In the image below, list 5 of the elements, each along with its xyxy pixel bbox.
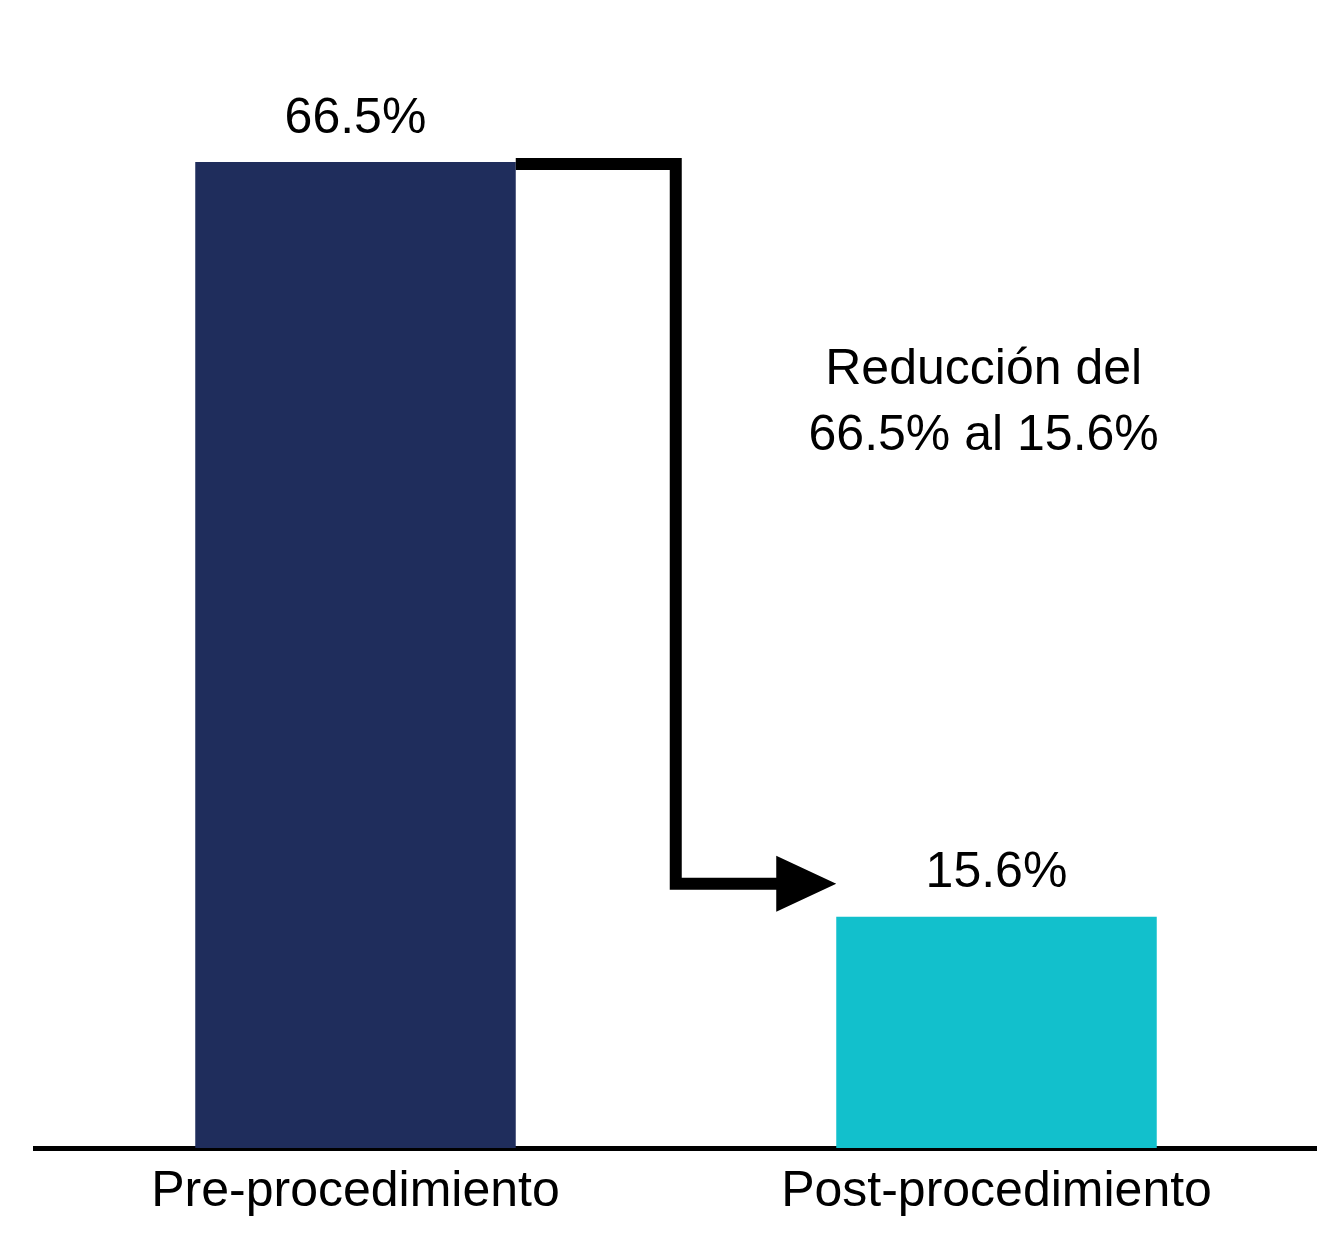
x-tick-label: Pre-procedimiento	[151, 1160, 560, 1217]
x-tick-label: Post-procedimiento	[781, 1160, 1212, 1217]
data-label: 66.5%	[284, 87, 427, 144]
data-label: 15.6%	[925, 842, 1068, 899]
annotation: Reducción del 66.5% al 15.6%	[808, 338, 1159, 461]
